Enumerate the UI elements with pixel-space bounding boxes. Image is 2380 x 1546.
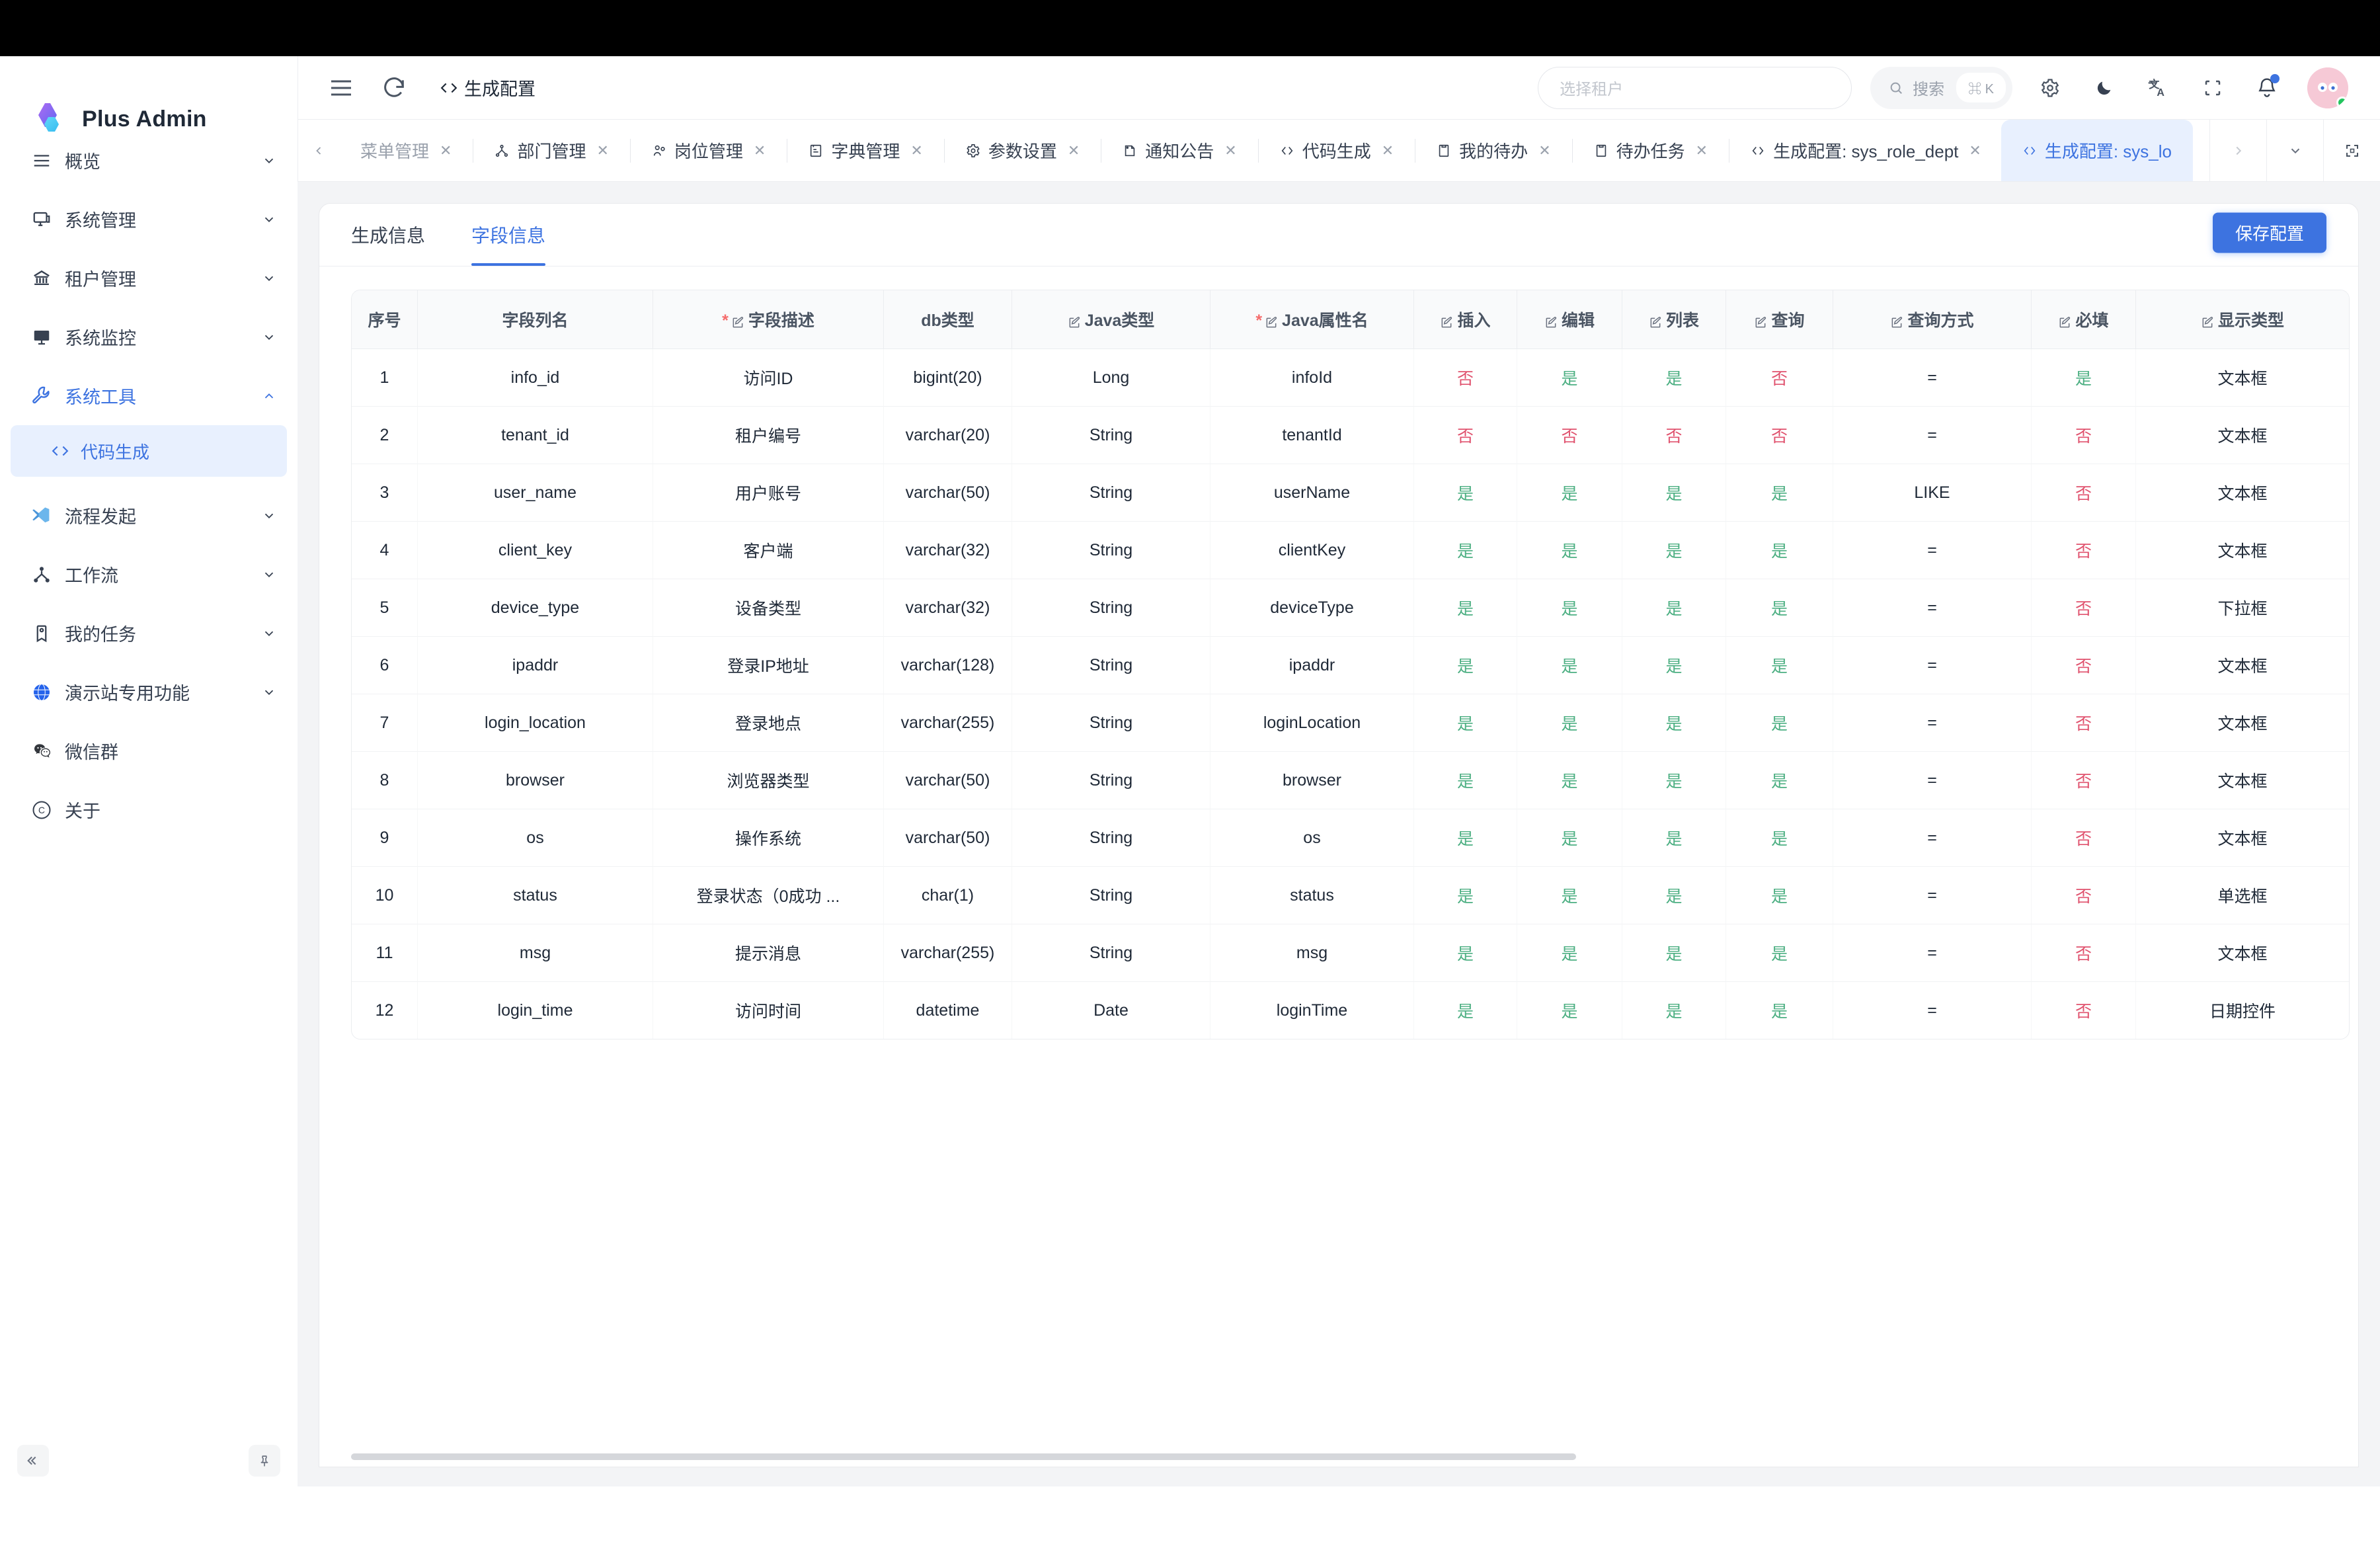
svg-text:C: C xyxy=(38,805,45,815)
svg-text:A: A xyxy=(2157,87,2164,99)
